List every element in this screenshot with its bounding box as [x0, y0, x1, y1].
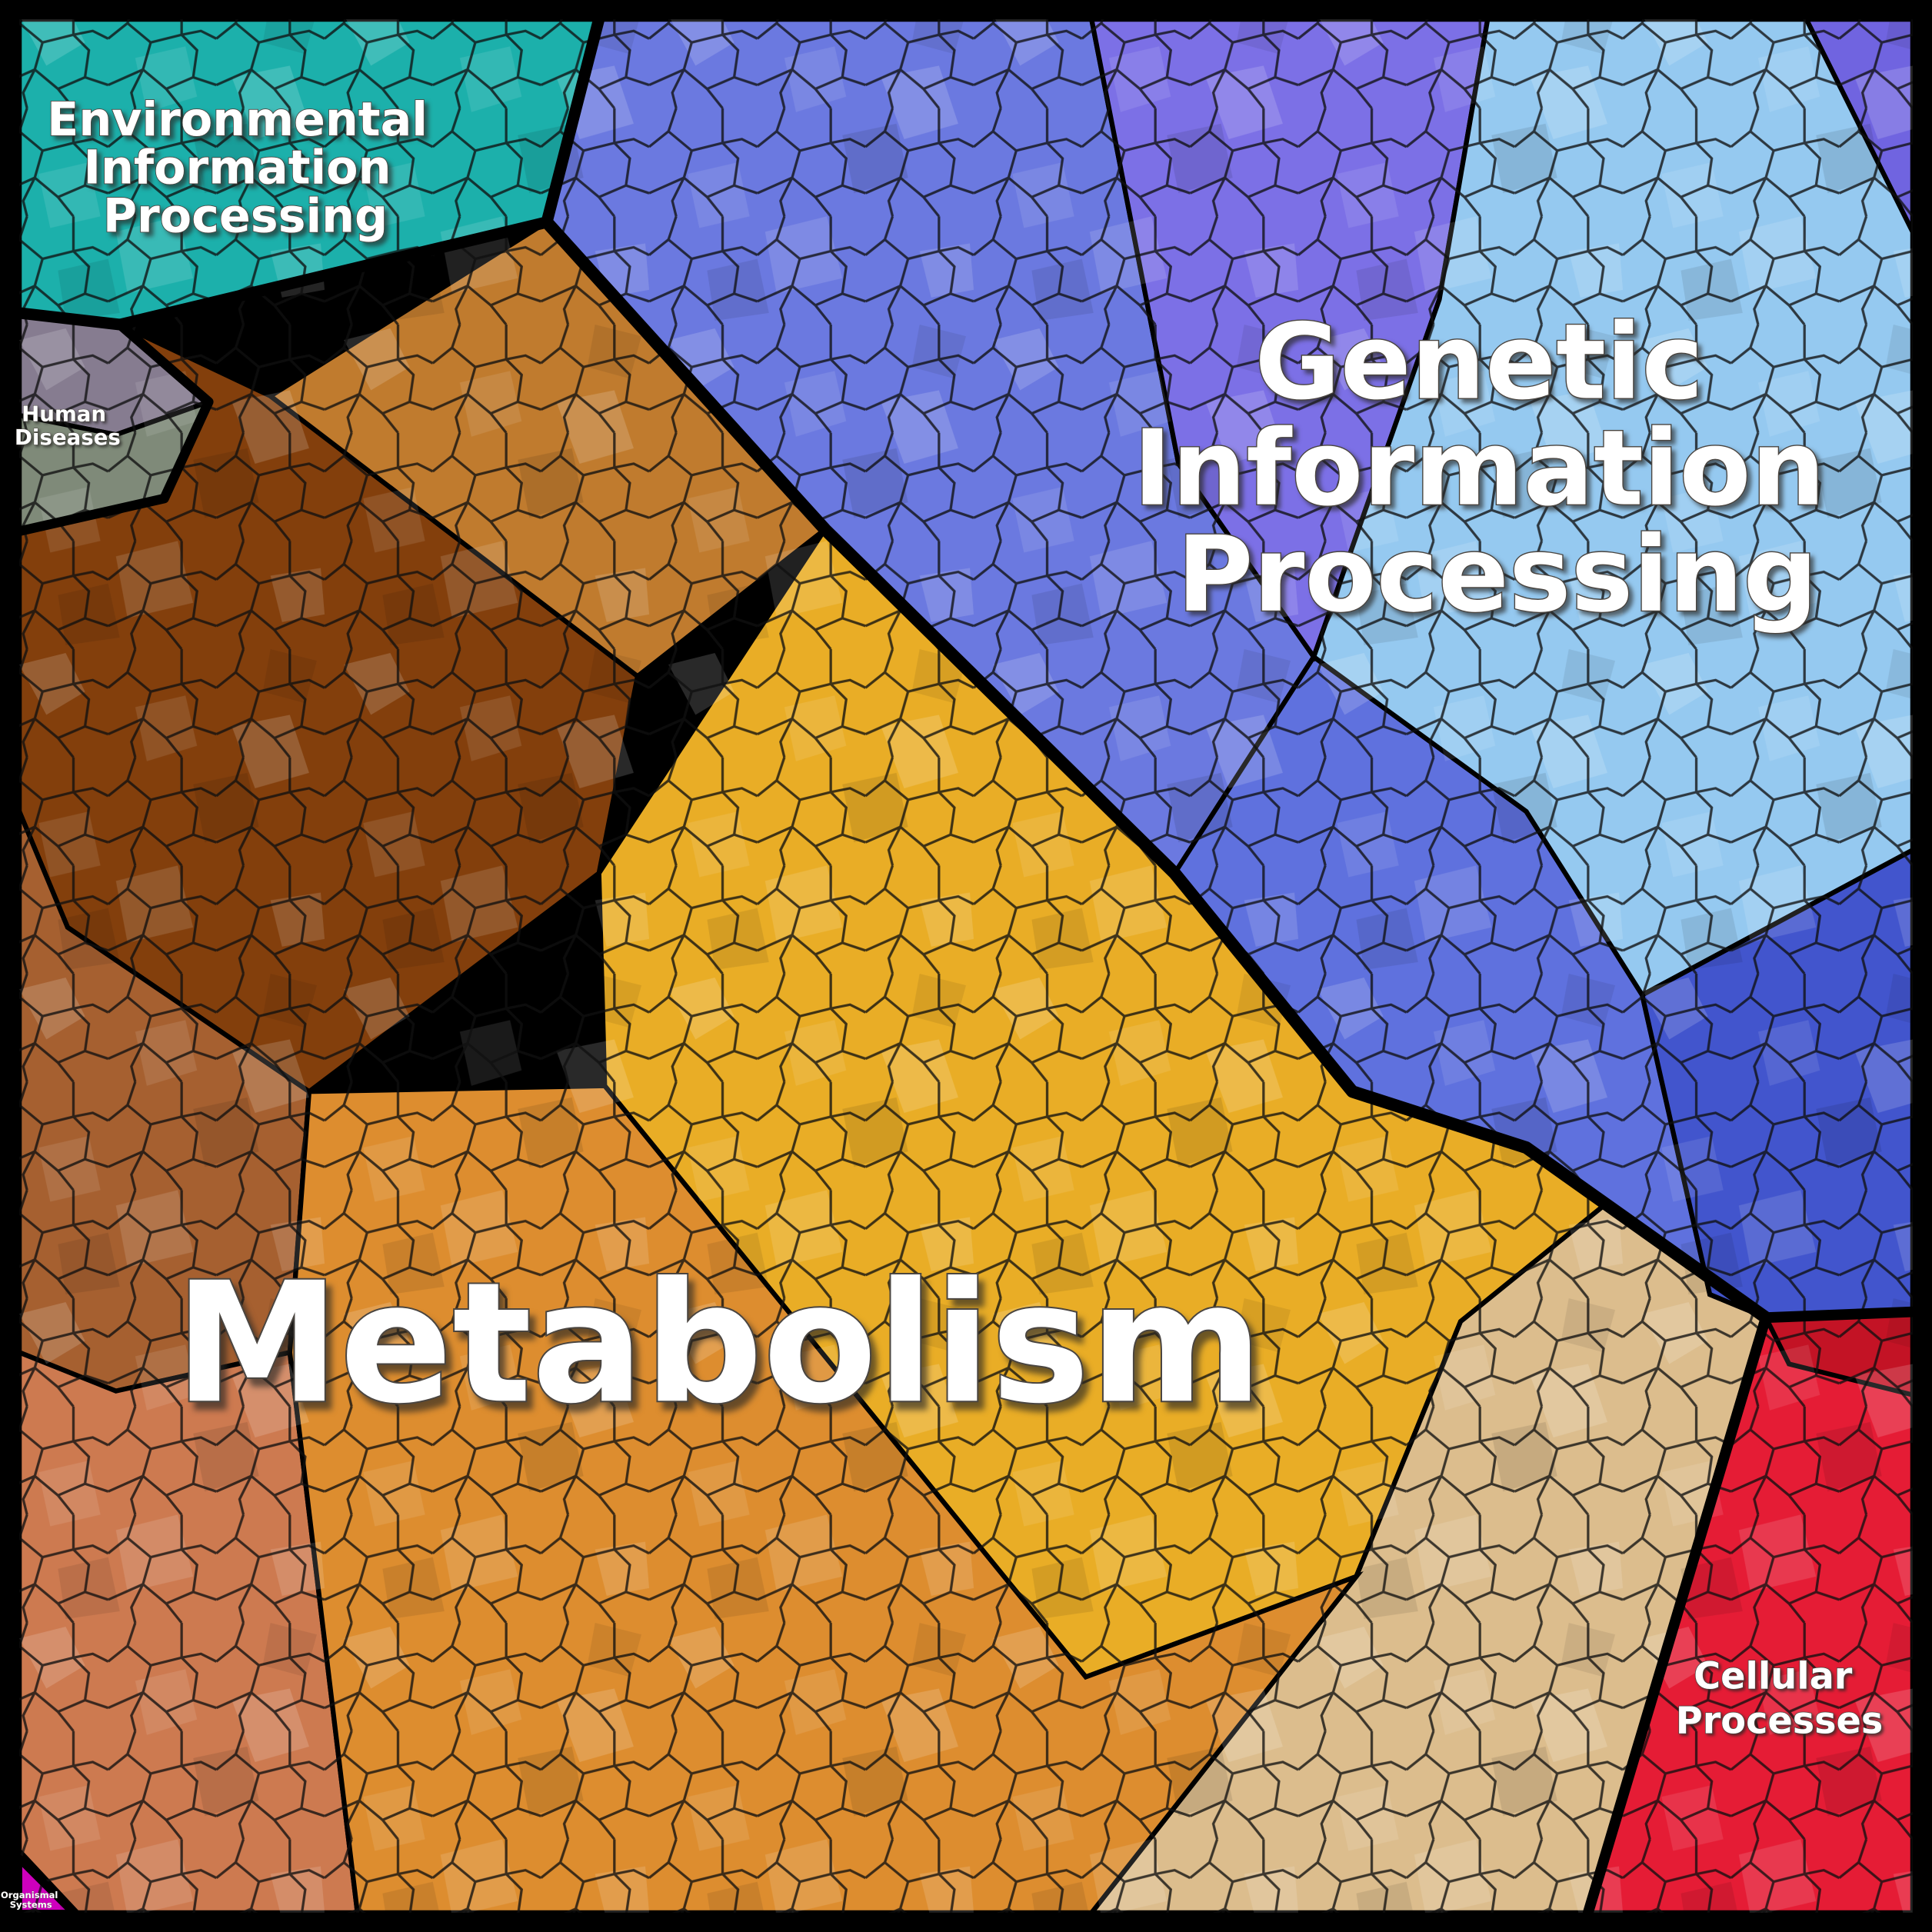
label-line: Processing — [1177, 514, 1817, 635]
labels: Environmental Information Processing Gen… — [1, 92, 1884, 1910]
label-line: Information — [84, 142, 391, 195]
label-human-diseases: Human Diseases — [15, 401, 121, 450]
label-line: Genetic — [1254, 301, 1704, 422]
label-line: Human — [22, 401, 106, 427]
cell-mesh-overlay — [19, 19, 1913, 1913]
label-line: Systems — [10, 1900, 52, 1910]
label-cellular-processes: Cellular Processes — [1676, 1655, 1884, 1742]
label-line: Cellular — [1694, 1655, 1853, 1697]
category-borders — [13, 13, 1918, 1918]
label-line: Environmental — [47, 93, 428, 147]
label-line: Processing — [103, 189, 388, 243]
label-line: Organismal — [1, 1890, 58, 1900]
label-organismal-systems: Organismal Systems — [1, 1890, 61, 1910]
label-line: Processes — [1676, 1700, 1884, 1742]
label-genetic-information-processing: Genetic Information Processing — [1133, 301, 1861, 635]
label-line: Diseases — [15, 425, 121, 450]
label-line: Information — [1133, 408, 1825, 529]
label-metabolism: Metabolism — [175, 1246, 1263, 1440]
label-environmental-information-processing: Environmental Information Processing — [47, 93, 444, 244]
